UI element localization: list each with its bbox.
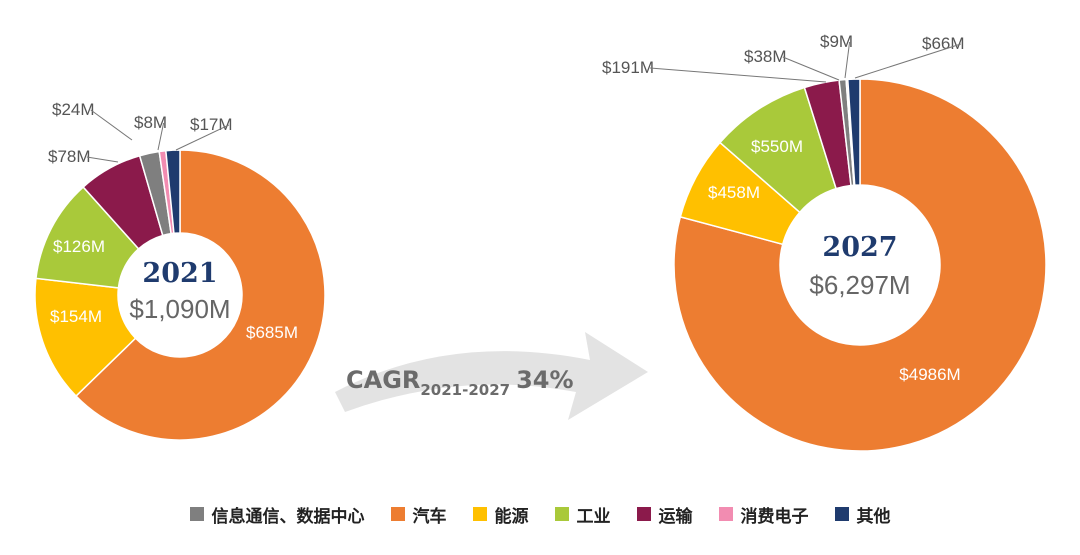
legend-swatch [390,507,405,521]
legend-label: 运输 [658,506,693,527]
legend-item: 信息通信、数据中心 [189,502,365,527]
data-label-energy: $458M [708,183,760,202]
legend-label: 信息通信、数据中心 [211,506,365,527]
leader-line-transport [649,67,827,83]
leader-line-consumer-electronics [157,122,165,151]
legend-item: 其他 [834,502,891,527]
center-year: 2027 [822,232,897,263]
data-label-other: $17M [190,115,233,134]
legend-item: 工业 [554,502,611,527]
leader-line-ict-datacenter [782,56,840,81]
data-label-other: $66M [922,34,965,53]
cagr-value: 34% [516,366,573,394]
data-label-ict-datacenter: $24M [52,100,95,119]
leader-line-consumer-electronics [844,41,851,79]
cagr-arrow-shape [335,332,648,420]
legend-swatch [834,507,849,521]
legend-swatch [472,507,487,521]
legend-label: 其他 [856,506,891,527]
cagr-label: CAGR [346,366,420,394]
legend-swatch [636,507,651,521]
data-label-ict-datacenter: $38M [744,47,787,66]
legend-label: 消费电子 [740,506,809,527]
legend-label: 能源 [494,506,529,527]
legend-item: 能源 [472,502,529,527]
slice-other [165,149,181,235]
cagr-arrow: CAGR2021-2027 34% [335,332,648,420]
legend-swatch [718,507,733,521]
data-label-transport: $191M [602,58,654,77]
legend: 信息通信、数据中心 汽车 能源 工业 运输 消费电子 其他 [0,496,1080,532]
data-label-auto: $685M [246,323,298,342]
legend-label: 汽车 [412,506,447,527]
slice-auto [74,149,326,441]
data-label-consumer-electronics: $9M [820,32,853,51]
leader-line-other [175,124,230,151]
center-year: 2021 [142,258,217,289]
legend-item: 汽车 [390,502,447,527]
leader-line-transport [86,156,119,163]
legend-item: 消费电子 [718,502,809,527]
slice-auto [673,78,1047,452]
legend-item: 运输 [636,502,693,527]
legend-swatch [554,507,569,521]
slice-other [846,78,861,186]
leader-line-other [854,43,961,79]
legend-swatch [189,507,204,521]
legend-label: 工业 [576,506,611,527]
data-label-transport: $78M [48,147,91,166]
data-label-energy: $154M [50,307,102,326]
data-label-industrial: $126M [53,237,105,256]
leader-line-ict-datacenter [90,109,133,141]
data-label-industrial: $550M [751,137,803,156]
data-label-consumer-electronics: $8M [134,113,167,132]
cagr-period: 2021-2027 [420,381,510,399]
center-total: $1,090M [129,294,230,324]
donut-2027: $4986M $458M $550M $191M $38M $9M $66M 2027 $6,2… [602,32,1047,452]
donut-2021: $685M $154M $126M $78M $24M $8M $17M 2021 $1,090… [34,100,326,441]
data-label-auto: $4986M [899,365,960,384]
center-total: $6,297M [809,270,910,300]
